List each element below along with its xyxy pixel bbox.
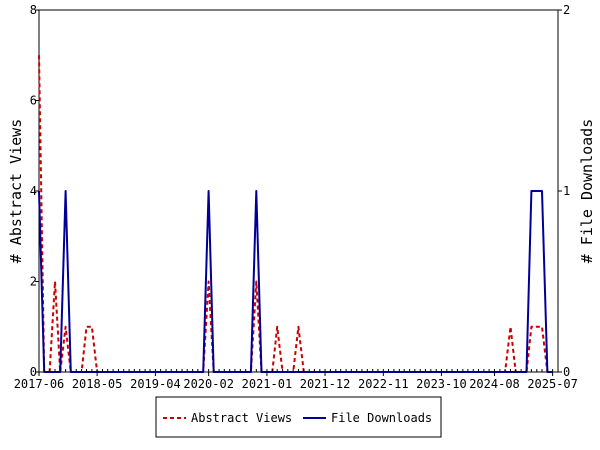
x-tick-label: 2023-10 [416, 377, 467, 391]
legend: Abstract Views File Downloads [155, 396, 442, 438]
left-y-tick-label: 6 [30, 94, 37, 108]
x-tick-label: 2024-08 [469, 377, 520, 391]
x-tick-label: 2020-02 [183, 377, 234, 391]
left-y-axis-ticks: 0 2 4 6 8 [30, 3, 39, 379]
x-tick-label: 2017-06 [14, 377, 65, 391]
right-y-tick-label: 0 [563, 365, 570, 379]
x-tick-label: 2021-12 [300, 377, 351, 391]
x-tick-label: 2019-04 [130, 377, 181, 391]
left-y-tick-label: 2 [30, 275, 37, 289]
x-tick-label: 2018-05 [72, 377, 123, 391]
x-tick-label: 2021-01 [242, 377, 293, 391]
legend-label-file-downloads: File Downloads [331, 411, 432, 425]
right-y-tick-label: 2 [563, 3, 570, 17]
left-y-tick-label: 0 [30, 365, 37, 379]
left-y-tick-label: 4 [30, 184, 37, 198]
legend-box [155, 396, 442, 438]
x-axis-ticks: 2017-06 2018-05 2019-04 2020-02 2021-01 2021-… [14, 369, 578, 391]
legend-label-abstract-views: Abstract Views [191, 411, 292, 425]
x-tick-label: 2025-07 [527, 377, 578, 391]
left-y-axis-title: # Abstract Views [7, 119, 25, 264]
left-y-tick-label: 8 [30, 3, 37, 17]
right-y-axis-title: # File Downloads [578, 119, 596, 264]
right-y-axis-ticks: 0 1 2 [558, 3, 570, 379]
x-tick-label: 2022-11 [358, 377, 409, 391]
plot-area [38, 9, 559, 373]
right-y-tick-label: 1 [563, 184, 570, 198]
